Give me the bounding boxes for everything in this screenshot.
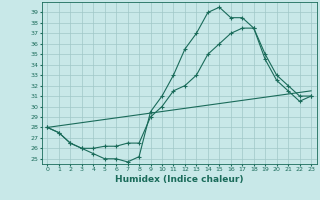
X-axis label: Humidex (Indice chaleur): Humidex (Indice chaleur) (115, 175, 244, 184)
